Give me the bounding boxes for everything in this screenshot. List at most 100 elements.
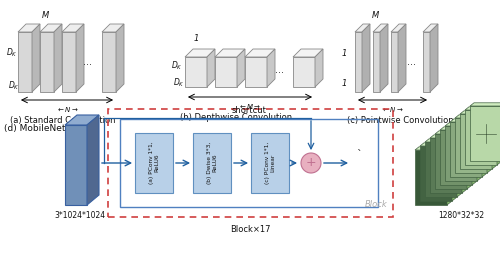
Polygon shape [420, 143, 456, 146]
Polygon shape [87, 115, 99, 205]
Text: shortcut: shortcut [232, 106, 266, 115]
Text: M: M [42, 11, 49, 20]
Text: $\leftarrow N \rightarrow$: $\leftarrow N \rightarrow$ [381, 105, 404, 114]
Text: 1280*32*32: 1280*32*32 [438, 210, 484, 219]
Bar [135, 133, 173, 193]
Polygon shape [207, 49, 215, 87]
Text: `: ` [356, 150, 362, 160]
Polygon shape [423, 24, 438, 32]
Polygon shape [477, 123, 481, 181]
Polygon shape [65, 125, 87, 205]
Text: (b) Dwise 3*3,
ReLU6: (b) Dwise 3*3, ReLU6 [206, 142, 218, 184]
Text: 3*1024*1024: 3*1024*1024 [54, 210, 105, 219]
Polygon shape [185, 57, 207, 87]
Text: $\leftarrow N \rightarrow$: $\leftarrow N \rightarrow$ [56, 105, 78, 114]
Polygon shape [440, 127, 476, 130]
Polygon shape [435, 134, 467, 189]
Polygon shape [215, 49, 245, 57]
Polygon shape [76, 24, 84, 92]
Polygon shape [102, 32, 116, 92]
Polygon shape [185, 49, 215, 57]
Text: $D_K$: $D_K$ [173, 77, 184, 89]
Polygon shape [40, 24, 62, 32]
Polygon shape [430, 24, 438, 92]
Polygon shape [420, 146, 452, 201]
Polygon shape [237, 49, 245, 87]
Polygon shape [415, 150, 447, 205]
Polygon shape [447, 147, 451, 205]
Polygon shape [40, 32, 54, 92]
Polygon shape [460, 111, 496, 114]
Polygon shape [398, 24, 406, 92]
Polygon shape [465, 107, 500, 110]
Polygon shape [245, 57, 267, 87]
Polygon shape [267, 49, 275, 87]
Polygon shape [293, 49, 323, 57]
Text: (a) Standard Convolution: (a) Standard Convolution [10, 115, 116, 124]
Bar [120, 119, 378, 207]
Polygon shape [62, 24, 84, 32]
Polygon shape [440, 130, 472, 185]
Polygon shape [445, 126, 477, 181]
Bar [108, 109, 393, 217]
Text: +: + [306, 157, 316, 170]
Polygon shape [415, 147, 451, 150]
Polygon shape [452, 143, 456, 201]
Polygon shape [472, 127, 476, 185]
Text: (c) Pointwise Convolution: (c) Pointwise Convolution [347, 115, 454, 124]
Text: (d) MobileNetV2: (d) MobileNetV2 [4, 124, 77, 133]
Polygon shape [245, 49, 275, 57]
Polygon shape [445, 123, 481, 126]
Polygon shape [430, 135, 466, 138]
Text: $D_K$: $D_K$ [8, 80, 20, 92]
Polygon shape [425, 139, 461, 142]
Polygon shape [497, 107, 500, 165]
Polygon shape [455, 118, 487, 173]
Polygon shape [18, 24, 40, 32]
Polygon shape [116, 24, 124, 92]
Polygon shape [462, 135, 466, 193]
Polygon shape [430, 138, 462, 193]
Polygon shape [32, 24, 40, 92]
Polygon shape [425, 142, 457, 197]
Text: Block×17: Block×17 [230, 225, 271, 234]
Polygon shape [65, 115, 99, 125]
Polygon shape [355, 24, 370, 32]
Text: $D_K$: $D_K$ [6, 47, 18, 59]
Text: (b) Depthwise Convolution: (b) Depthwise Convolution [180, 113, 292, 122]
Text: 1: 1 [194, 34, 198, 43]
Polygon shape [457, 139, 461, 197]
Polygon shape [62, 32, 76, 92]
Text: 1: 1 [342, 49, 347, 58]
Text: (c) PConv 1*1,
Linear: (c) PConv 1*1, Linear [264, 142, 276, 184]
Circle shape [301, 153, 321, 173]
Polygon shape [450, 119, 486, 122]
Polygon shape [465, 110, 497, 165]
Polygon shape [315, 49, 323, 87]
Polygon shape [423, 32, 430, 92]
Bar [251, 133, 289, 193]
Bar [193, 133, 231, 193]
Polygon shape [467, 131, 471, 189]
Polygon shape [455, 115, 491, 118]
Polygon shape [482, 119, 486, 177]
Polygon shape [487, 115, 491, 173]
Polygon shape [362, 24, 370, 92]
Text: ...: ... [84, 57, 92, 67]
Polygon shape [373, 32, 380, 92]
Polygon shape [391, 32, 398, 92]
Text: $\leftarrow M \rightarrow$: $\leftarrow M \rightarrow$ [238, 102, 262, 111]
Text: (a) PConv 1*1,
ReLU6: (a) PConv 1*1, ReLU6 [148, 142, 160, 184]
Polygon shape [391, 24, 406, 32]
Polygon shape [102, 24, 124, 32]
Polygon shape [355, 32, 362, 92]
Polygon shape [470, 106, 500, 161]
Text: 1: 1 [342, 79, 347, 88]
Text: $D_K$: $D_K$ [171, 60, 182, 72]
Polygon shape [373, 24, 388, 32]
Polygon shape [215, 57, 237, 87]
Polygon shape [492, 111, 496, 169]
Polygon shape [380, 24, 388, 92]
Text: ...: ... [406, 57, 416, 67]
Polygon shape [470, 103, 500, 106]
